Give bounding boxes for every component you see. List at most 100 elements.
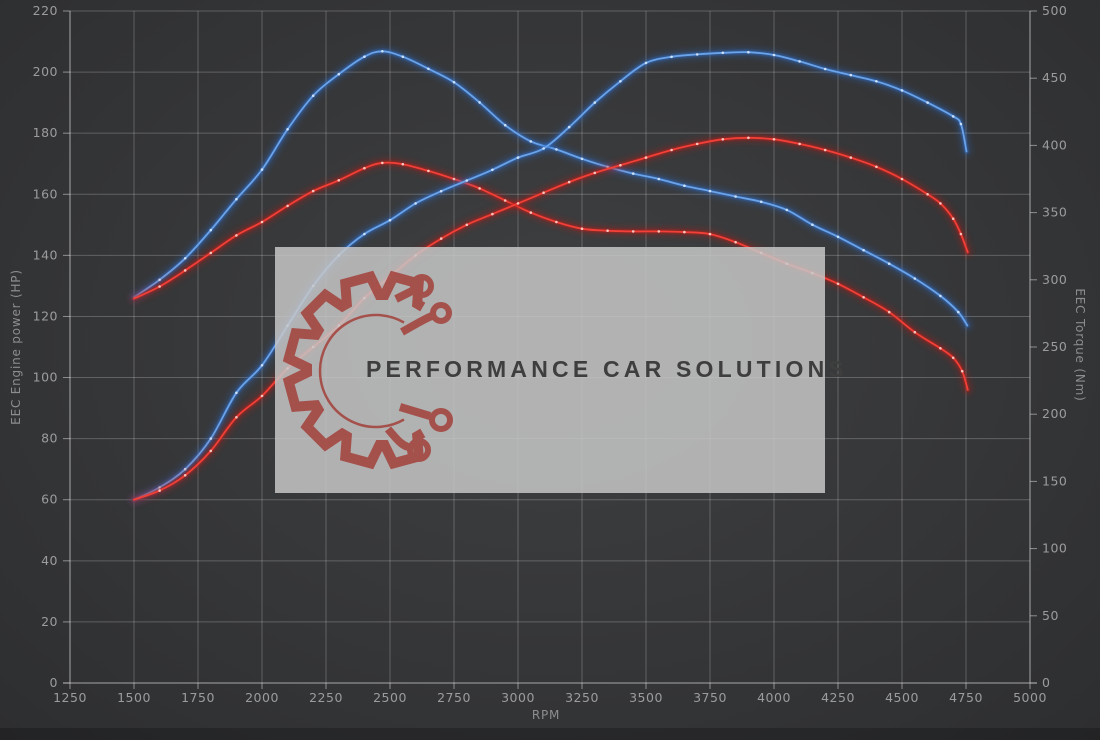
data-point-marker (939, 294, 942, 298)
data-point-marker (670, 55, 673, 59)
circuit-node-ring (407, 438, 431, 462)
left-tick-label: 140 (33, 247, 58, 262)
x-tick-label: 4750 (949, 690, 983, 705)
data-point-marker (951, 356, 955, 360)
data-point-marker (427, 169, 430, 173)
right-tick-label: 250 (1042, 339, 1067, 354)
circuit-trace (384, 426, 410, 451)
data-point-marker (516, 202, 520, 205)
circuit-node-ring (430, 302, 452, 324)
x-tick-label: 3250 (565, 690, 599, 705)
data-point-marker (580, 227, 584, 230)
data-point-marker (926, 193, 929, 196)
data-point-marker (381, 50, 384, 53)
gear-inner-arc (318, 313, 405, 429)
data-point-marker (235, 197, 238, 201)
data-point-marker (849, 73, 853, 77)
data-point-marker (939, 202, 942, 205)
data-point-marker (363, 232, 366, 236)
x-tick-label: 1750 (181, 690, 215, 705)
data-point-marker (951, 115, 955, 118)
data-point-marker (363, 166, 366, 170)
x-tick-label: 3000 (501, 690, 535, 705)
right-tick-label: 500 (1042, 3, 1067, 18)
data-point-marker (452, 80, 456, 84)
data-point-marker (388, 218, 392, 222)
x-tick-label: 4500 (885, 690, 919, 705)
left-tick-label: 60 (41, 492, 58, 507)
data-point-marker (209, 449, 213, 453)
data-point-marker (798, 142, 801, 146)
data-point-marker (939, 347, 942, 350)
x-tick-label: 1500 (117, 690, 151, 705)
left-axis-title: EEC Engine power (HP) (9, 269, 23, 425)
axes: 1250 1500 1750 2000 2250 2500 2750 3000 3250 3500… (33, 3, 1067, 705)
data-point-marker (235, 416, 238, 419)
data-point-marker (516, 156, 520, 159)
data-point-marker (836, 235, 840, 239)
data-point-marker (721, 138, 725, 141)
data-point-marker (734, 240, 737, 244)
x-axis-title: RPM (532, 708, 560, 722)
data-point-marker (887, 262, 891, 266)
axis-frame (63, 11, 1037, 684)
right-tick-label: 300 (1042, 272, 1067, 287)
x-tick-label: 3500 (629, 690, 663, 705)
data-point-marker (286, 204, 289, 208)
watermark-box (275, 247, 825, 493)
x-tick-label: 2750 (437, 690, 471, 705)
data-point-marker (529, 140, 533, 143)
gear-circuit-logo-icon (282, 270, 453, 470)
left-tick-label: 220 (33, 3, 58, 18)
data-point-marker (529, 211, 533, 214)
data-point-marker (913, 330, 917, 334)
right-tick-label: 50 (1042, 608, 1059, 623)
x-tick-label: 2000 (245, 690, 279, 705)
data-point-marker (439, 237, 443, 240)
data-point-marker (337, 179, 341, 182)
data-point-marker (875, 165, 878, 169)
data-point-marker (772, 138, 776, 141)
data-point-marker (657, 177, 661, 181)
data-point-marker (747, 50, 750, 54)
data-point-marker (311, 94, 315, 97)
data-point-marker (567, 180, 571, 184)
left-tick-label: 40 (41, 553, 58, 568)
data-point-marker (695, 53, 699, 56)
right-tick-label: 200 (1042, 406, 1067, 421)
left-tick-label: 20 (41, 614, 58, 629)
circuit-trace (400, 312, 434, 336)
data-point-marker (721, 51, 725, 55)
right-tick-label: 150 (1042, 473, 1067, 488)
data-point-marker (427, 67, 430, 71)
data-point-marker (875, 80, 878, 83)
data-point-marker (503, 199, 507, 202)
data-point-marker (363, 55, 366, 58)
data-point-marker (286, 128, 289, 131)
data-point-marker (183, 474, 187, 477)
data-point-marker (260, 394, 264, 398)
data-point-marker (631, 230, 635, 233)
circuit-node-ring (410, 274, 434, 298)
right-tick-label: 100 (1042, 541, 1067, 556)
data-point-marker (491, 212, 494, 216)
data-point-marker (209, 251, 213, 255)
data-point-marker (823, 67, 827, 71)
circuit-node-ring (429, 408, 453, 432)
data-point-marker (401, 55, 405, 58)
x-tick-label: 4000 (757, 690, 791, 705)
x-tick-label: 1250 (53, 690, 87, 705)
x-tick-label: 2250 (309, 690, 343, 705)
data-point-marker (491, 168, 494, 172)
left-tick-label: 120 (33, 308, 58, 323)
data-point-marker (593, 101, 597, 104)
data-point-marker (567, 125, 571, 129)
data-point-marker (580, 157, 584, 161)
circuit-trace (394, 287, 414, 303)
data-point-marker (209, 437, 213, 440)
data-point-marker (823, 148, 827, 152)
data-point-marker (957, 310, 960, 314)
data-point-marker (260, 364, 264, 367)
data-point-marker (959, 122, 963, 126)
data-point-marker (542, 147, 545, 150)
